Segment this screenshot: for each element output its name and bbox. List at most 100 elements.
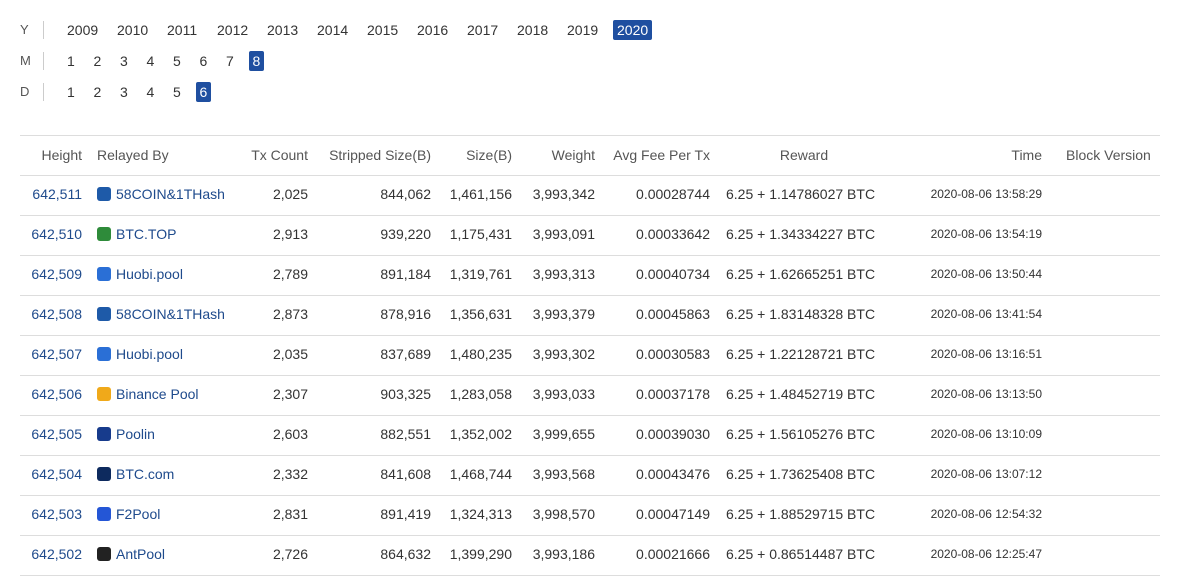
time-cell: 2020-08-06 13:07:12	[930, 467, 1042, 481]
filter-option[interactable]: 8	[248, 51, 265, 71]
cell: 882,551	[380, 426, 431, 442]
filter-option[interactable]: 4	[146, 84, 155, 100]
pool-link[interactable]: BTC.com	[116, 466, 175, 482]
filter-option[interactable]: 2013	[267, 22, 299, 38]
block-height-link[interactable]: 642,503	[31, 506, 82, 522]
cell: 3,993,313	[532, 266, 595, 282]
filter-option[interactable]: 1	[67, 84, 75, 100]
pool-link[interactable]: Huobi.pool	[116, 346, 183, 362]
cell: 3,993,033	[532, 386, 595, 402]
cell: 2,831	[272, 506, 308, 522]
filter-option[interactable]: 6	[195, 82, 212, 102]
pool-icon	[97, 307, 111, 321]
cell: 2,025	[272, 186, 308, 202]
pool-link[interactable]: 58COIN&1THash	[116, 186, 225, 202]
cell: 6.25 + 1.83148328 BTC	[726, 306, 876, 322]
filter-option[interactable]: 5	[173, 53, 181, 69]
block-height-link[interactable]: 642,509	[31, 266, 82, 282]
cell: 2,913	[272, 226, 308, 242]
cell: 0.00021666	[636, 546, 710, 562]
filter-option[interactable]: 2016	[417, 22, 449, 38]
filter-option[interactable]: 2010	[117, 22, 149, 38]
block-height-link[interactable]: 642,508	[31, 306, 82, 322]
time-cell: 2020-08-06 13:10:09	[930, 427, 1042, 441]
cell: 3,993,091	[532, 226, 595, 242]
pool-icon	[97, 267, 111, 281]
cell: 1,399,290	[449, 546, 512, 562]
block-height-link[interactable]: 642,510	[31, 226, 82, 242]
cell: 3,998,570	[532, 506, 595, 522]
filter-option[interactable]: 6	[199, 53, 208, 69]
cell: 0.00033642	[636, 226, 710, 242]
filter-option[interactable]: 4	[146, 53, 155, 69]
cell: 3,993,186	[532, 546, 595, 562]
pool-link[interactable]: AntPool	[116, 546, 166, 562]
time-cell: 2020-08-06 13:50:44	[930, 267, 1042, 281]
filter-option[interactable]: 2015	[367, 22, 399, 38]
pool-link[interactable]: Poolin	[116, 426, 155, 442]
column-header: Weight	[551, 147, 595, 163]
row-border	[20, 455, 1160, 456]
pool-link[interactable]: Huobi.pool	[116, 266, 183, 282]
column-header: Reward	[779, 147, 829, 163]
filter-option[interactable]: 3	[120, 84, 128, 100]
column-header: Block Version	[1066, 147, 1151, 163]
filter-option[interactable]: 2009	[67, 22, 99, 38]
cell: 0.00028744	[636, 186, 710, 202]
cell: 6.25 + 1.22128721 BTC	[726, 346, 876, 362]
block-height-link[interactable]: 642,506	[31, 386, 82, 402]
filter-option[interactable]: 2	[93, 53, 102, 69]
cell: 1,468,744	[449, 466, 512, 482]
pool-icon	[97, 547, 111, 561]
cell: 3,999,655	[532, 426, 595, 442]
cell: 2,307	[272, 386, 308, 402]
filter-option[interactable]: 2014	[317, 22, 349, 38]
cell: 6.25 + 1.62665251 BTC	[726, 266, 876, 282]
cell: 6.25 + 1.88529715 BTC	[726, 506, 876, 522]
filter-option[interactable]: 2	[93, 84, 102, 100]
pool-link[interactable]: BTC.TOP	[116, 226, 177, 242]
row-border	[20, 575, 1160, 576]
filter-option[interactable]: 2020	[613, 20, 653, 40]
pool-icon	[97, 467, 111, 481]
block-height-link[interactable]: 642,504	[31, 466, 82, 482]
block-height-link[interactable]: 642,507	[31, 346, 82, 362]
pool-icon	[97, 187, 111, 201]
filter-label: M	[20, 53, 31, 68]
column-header: Stripped Size(B)	[329, 147, 431, 163]
cell: 1,480,235	[449, 346, 512, 362]
cell: 6.25 + 1.56105276 BTC	[726, 426, 876, 442]
filter-option[interactable]: 7	[226, 53, 234, 69]
block-height-link[interactable]: 642,505	[31, 426, 82, 442]
cell: 6.25 + 1.14786027 BTC	[726, 186, 876, 202]
pool-icon	[97, 427, 111, 441]
filter-option[interactable]: 2012	[217, 22, 249, 38]
column-header: Time	[1011, 147, 1042, 163]
time-cell: 2020-08-06 13:16:51	[930, 347, 1042, 361]
filter-option[interactable]: 1	[67, 53, 75, 69]
column-header: Height	[41, 147, 82, 163]
row-border	[20, 215, 1160, 216]
cell: 3,993,379	[532, 306, 595, 322]
filter-option[interactable]: 2011	[167, 22, 198, 38]
cell: 3,993,342	[532, 186, 595, 202]
filter-option[interactable]: 3	[120, 53, 128, 69]
block-height-link[interactable]: 642,502	[31, 546, 82, 562]
column-header: Size(B)	[466, 147, 512, 163]
pool-link[interactable]: Binance Pool	[116, 386, 199, 402]
filter-label: Y	[20, 22, 29, 37]
cell: 891,419	[380, 506, 431, 522]
cell: 6.25 + 1.73625408 BTC	[726, 466, 876, 482]
cell: 1,356,631	[449, 306, 512, 322]
filter-option[interactable]: 2019	[567, 22, 599, 38]
filter-option[interactable]: 2018	[517, 22, 549, 38]
filter-option[interactable]: 2017	[467, 22, 499, 38]
row-border	[20, 295, 1160, 296]
cell: 1,283,058	[449, 386, 512, 402]
filter-option[interactable]: 5	[173, 84, 181, 100]
cell: 1,324,313	[449, 506, 512, 522]
pool-link[interactable]: 58COIN&1THash	[116, 306, 225, 322]
pool-link[interactable]: F2Pool	[116, 506, 161, 522]
column-header: Relayed By	[97, 147, 169, 163]
block-height-link[interactable]: 642,511	[32, 186, 82, 202]
